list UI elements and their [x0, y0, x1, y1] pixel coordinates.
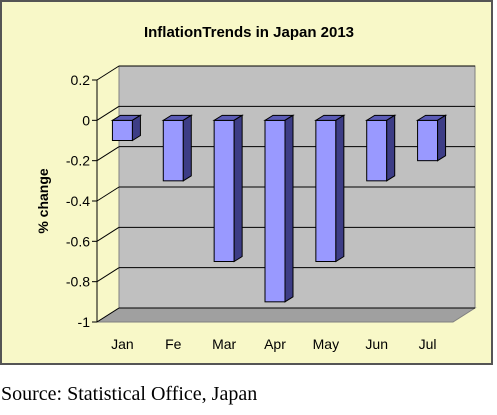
- bar: [264, 119, 286, 303]
- source-note: Source: Statistical Office, Japan: [1, 383, 258, 405]
- bar-side: [335, 114, 345, 263]
- y-tick-label: -0.8: [66, 274, 90, 290]
- gridline-depth: [96, 267, 120, 283]
- bar-side: [182, 114, 192, 182]
- gridline-depth: [96, 186, 120, 202]
- bar-side: [233, 114, 243, 263]
- x-tick-label: Fe: [165, 336, 182, 352]
- chart-frame: InflationTrends in Japan 2013 0.2 0 -0.2 -0.…: [0, 0, 493, 365]
- y-tick-label: -0.6: [66, 233, 90, 249]
- x-tick-label: Apr: [264, 336, 286, 352]
- bar: [366, 119, 388, 182]
- y-axis-label: % change: [35, 168, 51, 234]
- x-tick-label: Jun: [365, 336, 388, 352]
- bar: [417, 119, 439, 162]
- gridline-depth: [96, 226, 120, 242]
- bar: [111, 119, 133, 142]
- bar-side: [284, 114, 294, 303]
- gridline-depth: [96, 307, 120, 323]
- plot-floor: [95, 307, 477, 323]
- x-tick-label: Mar: [212, 336, 236, 352]
- y-tick-label: -1: [78, 314, 91, 330]
- y-tick-label: -0.4: [66, 193, 90, 209]
- bar-side: [437, 114, 447, 162]
- x-tick-label: Jan: [111, 336, 134, 352]
- bar-side: [131, 114, 141, 142]
- y-tick-label: 0.2: [71, 72, 91, 88]
- x-tick-label: May: [313, 336, 339, 352]
- bar: [162, 119, 184, 182]
- gridline-depth: [96, 105, 120, 121]
- x-tick-label: Jul: [419, 336, 437, 352]
- bar: [213, 119, 235, 263]
- y-tick-label: 0: [82, 112, 90, 128]
- bar: [315, 119, 337, 263]
- chart-svg: InflationTrends in Japan 2013 0.2 0 -0.2 -0.…: [35, 24, 477, 352]
- gridline-depth: [96, 146, 120, 162]
- gridline-depth: [96, 65, 120, 81]
- y-tick-label: -0.2: [66, 153, 90, 169]
- bar-side: [386, 114, 396, 182]
- chart-title: InflationTrends in Japan 2013: [144, 24, 354, 41]
